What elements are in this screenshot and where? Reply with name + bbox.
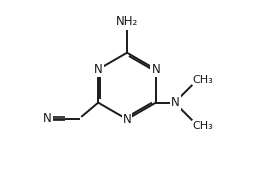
Text: NH₂: NH₂ <box>116 15 138 28</box>
Text: N: N <box>94 63 103 76</box>
Text: N: N <box>42 112 51 125</box>
Text: N: N <box>171 96 180 109</box>
Text: CH₃: CH₃ <box>193 121 213 131</box>
Text: CH₃: CH₃ <box>193 75 213 85</box>
Text: N: N <box>123 113 131 126</box>
Text: N: N <box>151 63 160 76</box>
